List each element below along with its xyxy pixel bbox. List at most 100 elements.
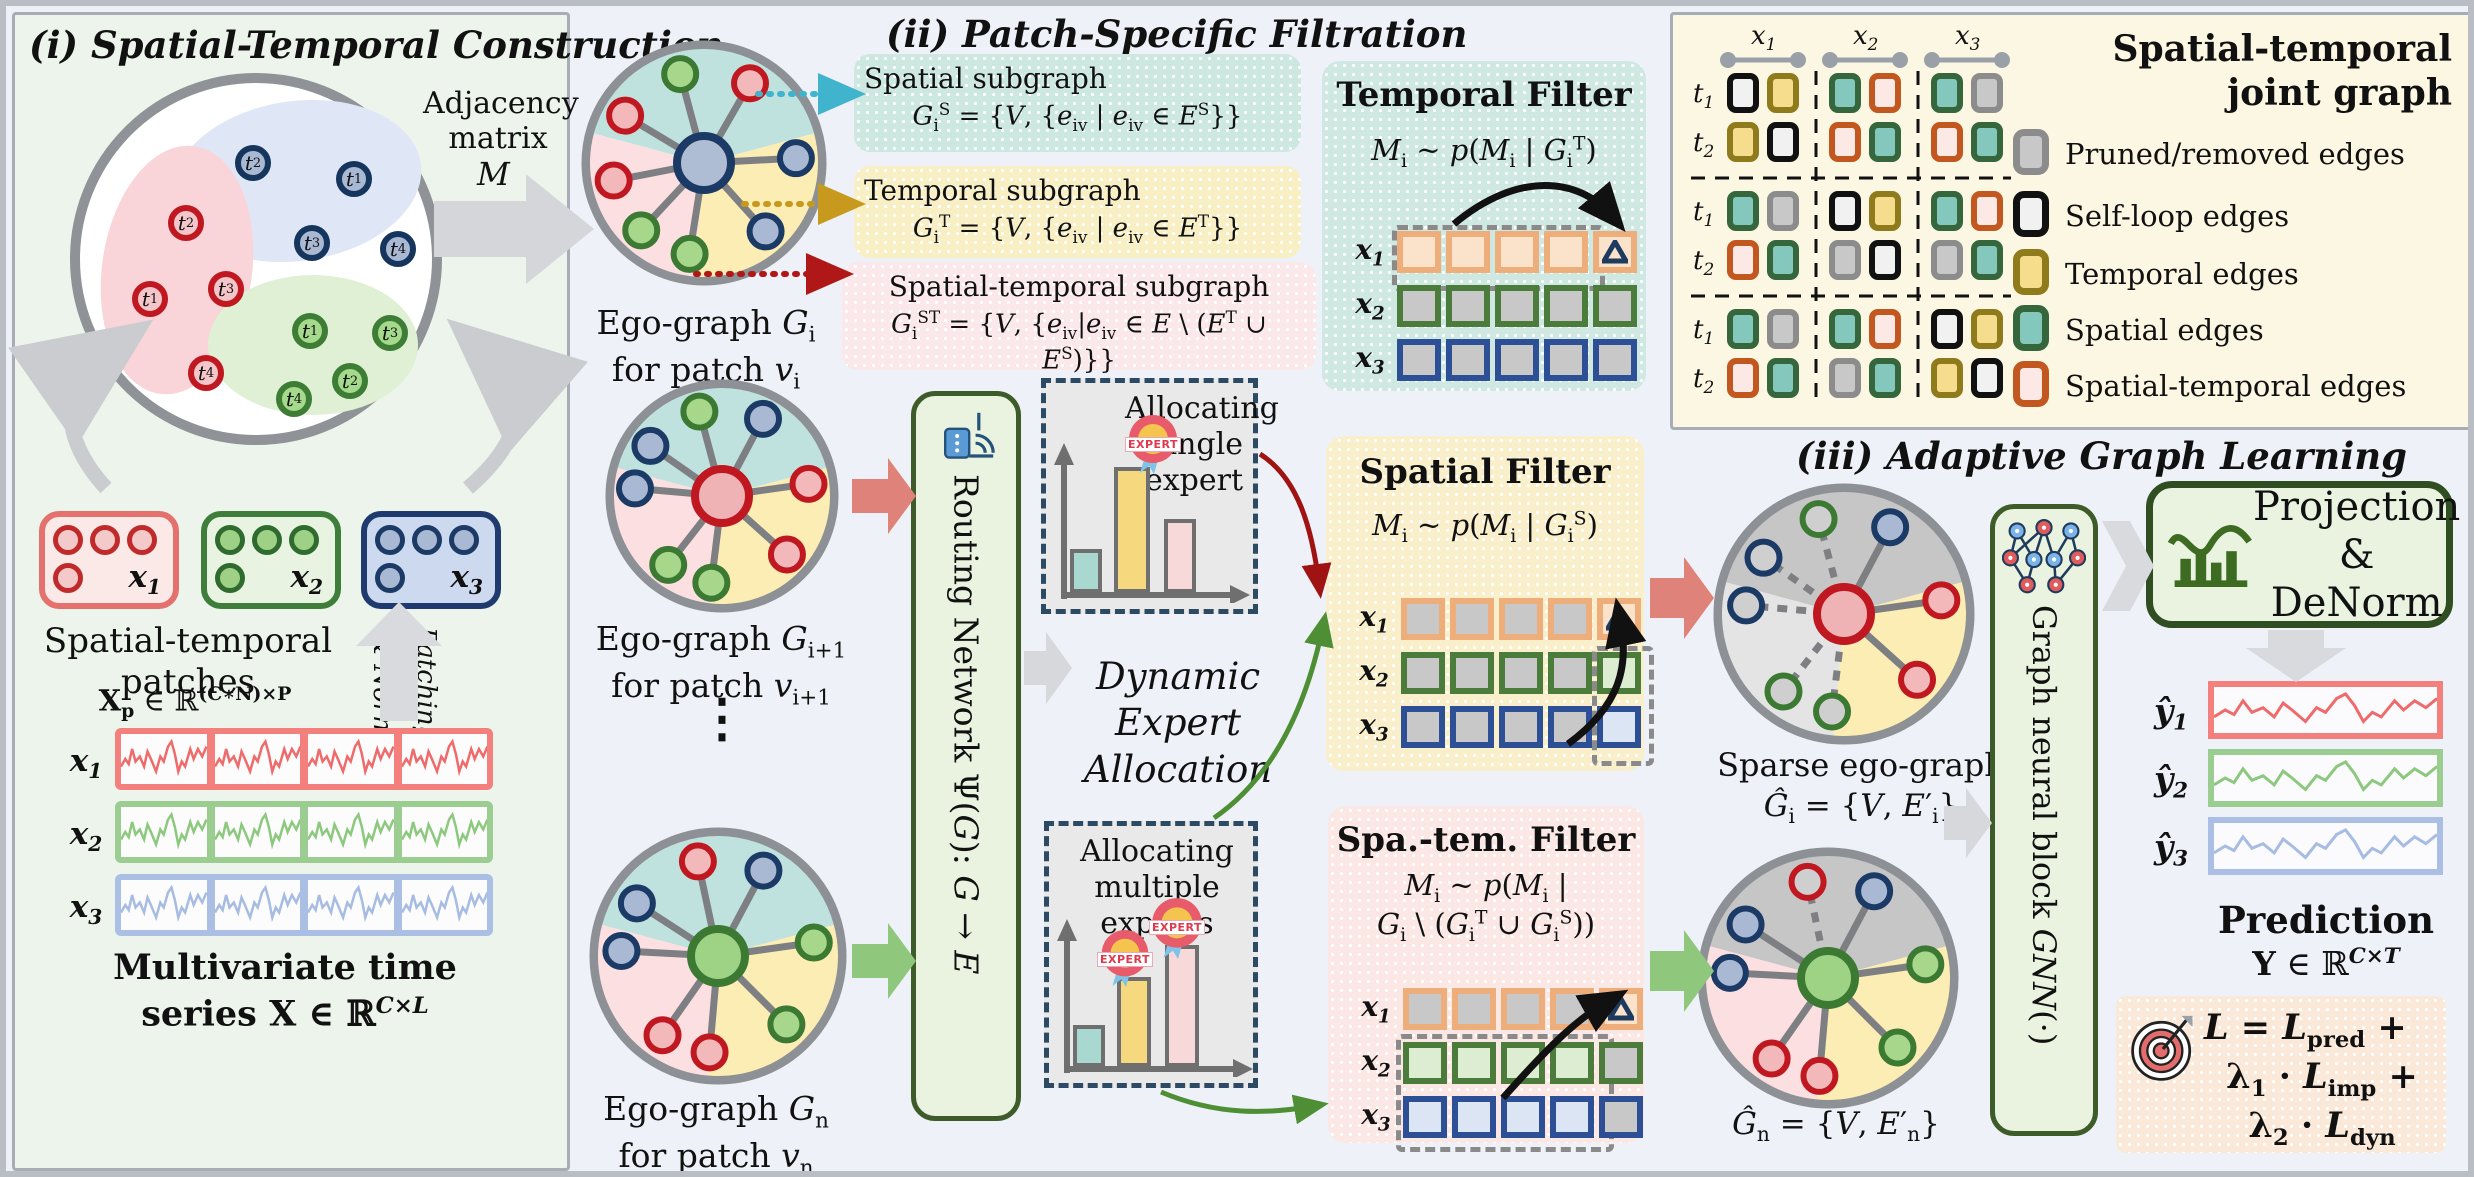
- spatial-temporal-subgraph-box: Spatial-temporal subgraph GiST = {V, {ei…: [842, 262, 1316, 376]
- filter-cell: [1548, 652, 1592, 694]
- matrix-col-group-label: x1: [1751, 21, 1777, 55]
- filter-cell: [1495, 339, 1539, 381]
- filter-row: x2: [1354, 1042, 1643, 1084]
- filter-cell: [1593, 339, 1637, 381]
- loss-box: L = Lpred + λ1 · Limp + λ2 · Ldyn: [2116, 996, 2446, 1153]
- prediction-row-y3: [2208, 817, 2443, 875]
- legend-swatch-spat: [2013, 305, 2049, 351]
- filter-cell: [1597, 706, 1641, 748]
- matrix-cell-st: [1931, 122, 1963, 162]
- legend-item-label: Spatial edges: [2065, 313, 2264, 347]
- filter-row: x1: [1352, 598, 1641, 640]
- routing-network-label: Routing Network Ψ(G): G → E: [946, 474, 986, 975]
- matrix-row-label: t2: [1693, 128, 1715, 162]
- projection-label-2: & DeNorm: [2270, 531, 2443, 626]
- matrix-cell-st: [1971, 191, 2003, 231]
- filter-cell: [1550, 1096, 1594, 1138]
- legend-item-label: Pruned/removed edges: [2065, 137, 2405, 171]
- allocating-single-expert-box: Allocating single expert EXPERT: [1041, 378, 1279, 614]
- matrix-cell-temp: [1971, 309, 2003, 349]
- legend-item-label: Spatial-temporal edges: [2065, 369, 2407, 403]
- spa-tem-filter-formula: Mi ~ p(Mi |: [1404, 868, 1568, 907]
- projection-to-prediction-arrow: [2246, 630, 2346, 682]
- filter-row: x1: [1354, 988, 1643, 1030]
- sparse-ego-formula-i: Ĝi = {V, E′i}: [1763, 788, 1959, 829]
- filter-cell: [1446, 285, 1490, 327]
- filter-cell: [1593, 285, 1637, 327]
- filter-cell: [1548, 706, 1592, 748]
- filter-row: x1: [1348, 231, 1637, 273]
- spatial-filter-box: Spatial Filter Mi ~ p(Mi | GiS) x1 x2 x3: [1326, 436, 1654, 771]
- series-row-x2: [115, 801, 493, 863]
- matrix-cell-prun: [1767, 309, 1799, 349]
- matrix-cell-spat: [1931, 191, 1963, 231]
- section-iii-title: (iii) Adaptive Graph Learning: [1796, 434, 2408, 478]
- matrix-cell-st: [1829, 122, 1861, 162]
- ego-graph-i: [578, 37, 830, 293]
- matrix-row-label: t1: [1693, 315, 1715, 349]
- gnn-label: Graph neural block GNN(·): [2025, 605, 2063, 1046]
- patches-formula: Xp ∈ ℝ(C∗N)×P: [98, 683, 292, 723]
- patching-label: Patching: [411, 627, 441, 743]
- filter-cell: [1593, 231, 1637, 273]
- filter-cell: [1397, 285, 1441, 327]
- sparse-ego-caption: Sparse ego-graph: [1717, 746, 2005, 784]
- filter-cell: [1499, 706, 1543, 748]
- filter-cell: [1544, 339, 1588, 381]
- matrix-cell-prun: [1931, 240, 1963, 280]
- filter-cell: [1597, 652, 1641, 694]
- matrix-cell-self: [1727, 73, 1759, 113]
- series-patch-cell: [401, 734, 487, 784]
- loss-line-2: λ1 · Limp +: [2226, 1056, 2418, 1103]
- matrix-cell-self: [1767, 122, 1799, 162]
- patch-box-x1: x1: [39, 511, 179, 609]
- series-patch-cell: [308, 807, 394, 857]
- routing-to-allocation-arrow: [1024, 632, 1072, 704]
- legend-title-1: Spatial-temporal: [2112, 28, 2452, 70]
- neural-network-icon: [2002, 519, 2086, 594]
- patch-label-x3: x3: [450, 558, 484, 599]
- spatial-subgraph-name: Spatial subgraph: [864, 62, 1107, 95]
- series-patch-cell: [308, 734, 394, 784]
- legend-swatch-st: [2013, 361, 2049, 407]
- single-expert-to-spatial-arrow: [1258, 451, 1332, 599]
- prediction-caption: Prediction: [2217, 898, 2435, 942]
- filter-cell: [1403, 1096, 1447, 1138]
- filter-cell: [1450, 652, 1494, 694]
- projection-label-1: Projection: [2253, 483, 2461, 530]
- patch-box-x3: x3: [361, 511, 501, 609]
- projection-denorm-box: Projection & DeNorm: [2146, 481, 2460, 628]
- filter-row: x2: [1352, 652, 1641, 694]
- matrix-cell-st: [1869, 73, 1901, 113]
- loss-line-3: λ2 · Ldyn: [2248, 1105, 2396, 1152]
- filter-cell: [1544, 285, 1588, 327]
- spa-tem-filter-title: Spa.-tem. Filter: [1336, 820, 1636, 860]
- prediction-row-y2: [2208, 749, 2443, 807]
- filter-cell: [1401, 706, 1445, 748]
- matrix-cell-spat: [1869, 122, 1901, 162]
- series-patch-cell: [401, 880, 487, 930]
- pred-label-y2: ŷ2: [2153, 759, 2189, 804]
- matrix-cell-spat: [1829, 309, 1861, 349]
- st-subgraph-name: Spatial-temporal subgraph: [888, 270, 1270, 303]
- router-icon: [944, 412, 995, 459]
- legend-swatch-temp: [2013, 249, 2049, 295]
- expert-badge: EXPERT: [1124, 413, 1182, 475]
- temporal-filter-box: Temporal Filter Mi ~ p(Mi | GiT) x1 x2 x3: [1322, 61, 1646, 391]
- matrix-cell-spat: [1829, 73, 1861, 113]
- prediction-row-y1: [2208, 681, 2443, 739]
- filter-cell: [1550, 1042, 1594, 1084]
- filter-cell: [1501, 1042, 1545, 1084]
- filter-row: x3: [1352, 706, 1641, 748]
- filter-cell: [1501, 988, 1545, 1030]
- filter-row: x2: [1348, 285, 1637, 327]
- filter-cell: [1401, 598, 1445, 640]
